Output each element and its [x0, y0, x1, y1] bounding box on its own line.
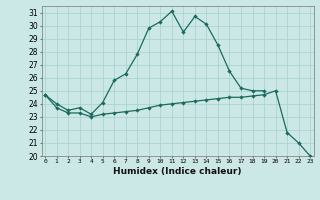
X-axis label: Humidex (Indice chaleur): Humidex (Indice chaleur) [113, 167, 242, 176]
